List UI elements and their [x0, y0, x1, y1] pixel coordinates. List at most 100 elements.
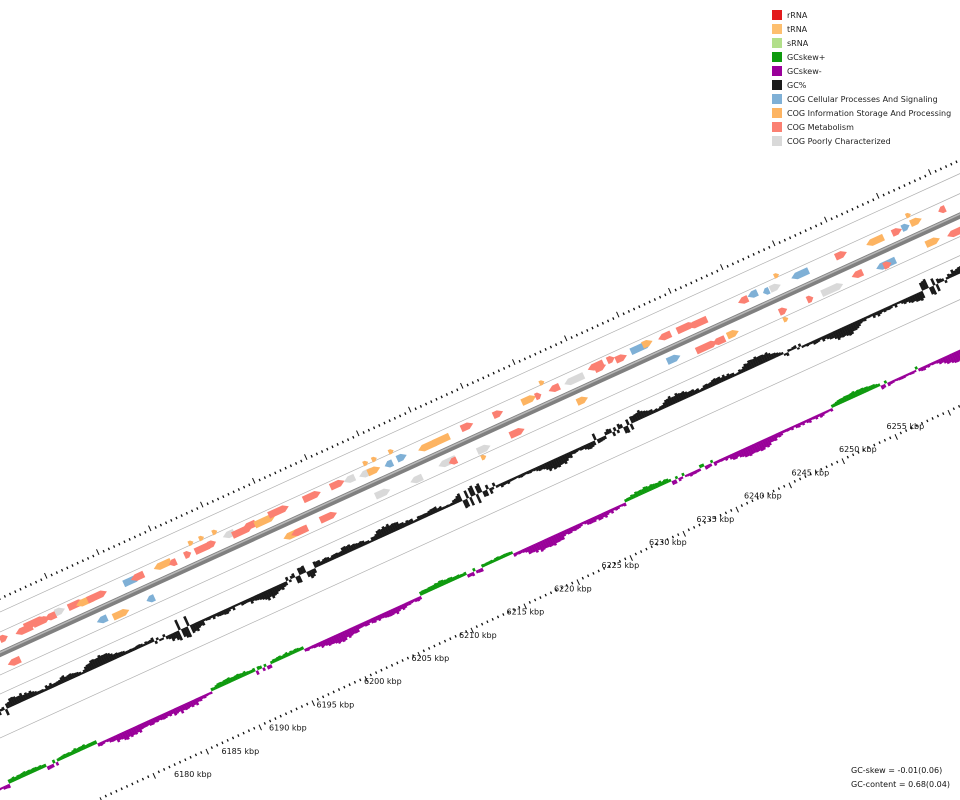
- skew-neg-bar: [51, 763, 55, 768]
- skew-neg-bar: [750, 444, 757, 454]
- inner-tick: [894, 434, 898, 440]
- inner-tick: [544, 593, 547, 597]
- skew-neg-bar: [396, 605, 402, 612]
- outer-tick: [44, 572, 48, 579]
- gc-bar: [631, 415, 637, 423]
- gene-feature: [675, 322, 695, 335]
- skew-neg-bar: [209, 691, 213, 695]
- skew-pos-bar: [624, 498, 628, 503]
- inner-tick: [205, 748, 209, 755]
- gene-feature: [805, 295, 814, 304]
- skew-neg-bar: [730, 453, 736, 461]
- gc-bar: [670, 396, 676, 405]
- gene-feature: [641, 339, 653, 349]
- skew-neg-bar: [768, 436, 774, 443]
- gc-bar: [623, 426, 629, 434]
- outer-tick: [908, 181, 911, 185]
- guide-line: [0, 193, 960, 633]
- skew-neg-bar: [746, 446, 753, 457]
- gc-bar: [775, 352, 780, 358]
- gc-bar: [224, 608, 230, 615]
- inner-tick: [115, 789, 118, 793]
- skew-neg-bar: [372, 616, 377, 624]
- gc-bar: [607, 428, 613, 434]
- inner-tick: [465, 630, 468, 633]
- gc-bar: [834, 329, 841, 341]
- skew-neg-bar: [829, 407, 834, 412]
- inner-tick: [867, 446, 871, 449]
- outer-tick: [856, 205, 859, 209]
- skew-neg-bar: [354, 624, 360, 633]
- gc-bar: [469, 496, 476, 506]
- skew-pos-bar: [636, 490, 641, 497]
- inner-tick: [216, 743, 219, 747]
- gc-bar: [928, 286, 935, 295]
- gc-bar: [917, 291, 924, 302]
- skew-neg-bar: [891, 379, 895, 384]
- skew-neg-bar: [332, 635, 339, 644]
- inner-tick: [905, 429, 908, 432]
- skew-pos-bar: [485, 561, 489, 566]
- gc-bar: [450, 502, 454, 506]
- gc-bar: [196, 621, 202, 629]
- outer-tick: [289, 464, 292, 468]
- outer-tick: [814, 224, 818, 228]
- skew-pos-bar: [271, 658, 276, 664]
- skew-neg-bar: [812, 415, 816, 420]
- legend-swatch: [772, 10, 782, 20]
- outer-tick: [570, 336, 573, 339]
- outer-tick: [560, 340, 563, 344]
- skew-pos-bar: [24, 770, 30, 776]
- gene-feature: [130, 570, 146, 581]
- outer-tick: [8, 592, 12, 596]
- inner-tick: [655, 542, 659, 546]
- inner-tick: [597, 569, 600, 573]
- legend-label: tRNA: [787, 24, 808, 34]
- gc-bar: [93, 658, 100, 668]
- gc-bar: [277, 584, 283, 591]
- outer-tick: [668, 287, 672, 294]
- inner-tick: [475, 625, 478, 629]
- gc-bar: [445, 504, 450, 508]
- gc-bar: [342, 545, 349, 555]
- outer-tick: [435, 397, 438, 401]
- skew-pos-bar: [425, 587, 430, 593]
- outer-tick: [736, 260, 740, 263]
- gc-bar: [183, 615, 190, 627]
- gc-bar: [463, 490, 470, 499]
- gc-bar: [185, 626, 193, 638]
- inner-tick: [883, 438, 887, 442]
- outer-tick: [346, 438, 350, 442]
- skew-pos-bar: [263, 663, 267, 668]
- inner-tick: [602, 567, 606, 570]
- outer-tick: [866, 200, 870, 204]
- outer-tick: [939, 167, 942, 171]
- skew-neg-bar: [706, 464, 711, 469]
- outer-tick: [840, 212, 844, 216]
- skew-neg-bar: [310, 645, 315, 649]
- gc-bar: [352, 543, 357, 551]
- legend-label: GCskew-: [787, 66, 822, 76]
- outer-tick: [341, 440, 344, 444]
- skew-pos-bar: [220, 681, 225, 687]
- gc-bar: [0, 708, 3, 712]
- gc-bar: [85, 664, 91, 672]
- gc-bar: [662, 402, 668, 409]
- skew-neg-bar: [616, 505, 621, 510]
- gc-bar: [55, 680, 60, 686]
- skew-pos-bar: [638, 489, 643, 496]
- gc-bar: [260, 592, 266, 600]
- gc-bar: [296, 567, 302, 576]
- skew-neg-bar: [128, 728, 134, 738]
- outer-tick: [222, 495, 225, 499]
- gc-bar: [22, 694, 27, 701]
- gc-bar: [684, 391, 690, 399]
- inner-tick: [125, 784, 129, 788]
- outer-tick: [466, 383, 469, 387]
- skew-neg-bar: [906, 372, 911, 376]
- gc-bar: [443, 505, 448, 509]
- outer-tick: [872, 198, 875, 202]
- gene-feature: [924, 237, 940, 248]
- gene-feature: [777, 307, 788, 316]
- gc-bar: [403, 522, 408, 527]
